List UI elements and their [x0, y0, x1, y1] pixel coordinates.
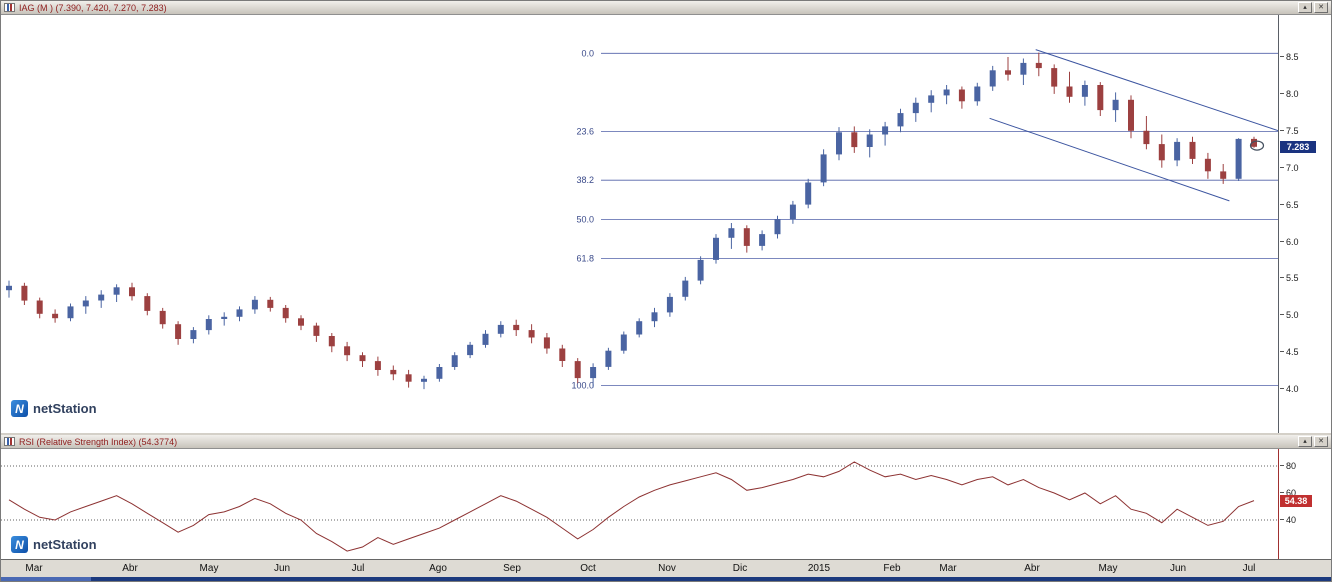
- last-price-tag: 7.283: [1280, 141, 1316, 153]
- horizontal-scrollbar[interactable]: [1, 577, 1331, 581]
- chart-icon: [4, 3, 15, 12]
- price-axis-label: 7.5: [1280, 125, 1299, 136]
- last-price-marker: [1249, 140, 1265, 151]
- price-axis-label: 6.0: [1280, 236, 1299, 247]
- netstation-logo: N netStation: [11, 400, 97, 417]
- fib-label: 0.0: [581, 48, 594, 58]
- fib-label: 61.8: [576, 254, 594, 264]
- price-chart-svg[interactable]: 0.0 23.6 38.2 50.0 61.8 100.0: [1, 15, 1279, 433]
- time-axis-label: Jul: [1242, 563, 1256, 574]
- time-axis-label: Mar: [939, 563, 957, 574]
- time-axis-label: Mar: [25, 563, 43, 574]
- fib-label: 38.2: [576, 175, 594, 185]
- time-axis-label: Sep: [503, 563, 521, 574]
- price-axis-label: 6.5: [1280, 199, 1299, 210]
- price-panel: IAG (M ) (7.390, 7.420, 7.270, 7.283) ▴ …: [1, 1, 1331, 433]
- time-axis-label: Abr: [1024, 563, 1040, 574]
- price-axis-label: 5.0: [1280, 310, 1299, 321]
- price-axis-label: 5.5: [1280, 273, 1299, 284]
- price-axis-label: 4.5: [1280, 347, 1299, 358]
- netstation-logo: N netStation: [11, 536, 97, 553]
- time-axis: Mar Abr May Jun Jul Ago Sep Oct Nov Dic 2015 Feb Mar…: [1, 559, 1331, 577]
- rsi-line: [8, 461, 1255, 552]
- rsi-axis-label: 80: [1279, 461, 1297, 471]
- time-axis-label: Ago: [429, 563, 447, 574]
- price-axis-label: 4.0: [1280, 384, 1299, 395]
- price-axis-label: 7.0: [1280, 162, 1299, 173]
- time-axis-label: Nov: [658, 563, 676, 574]
- rsi-chart-area: 80 60 40 54.38 N netStation: [1, 449, 1331, 559]
- rsi-panel-title: RSI (Relative Strength Index) (54.3774): [19, 436, 178, 447]
- time-axis-label: May: [1098, 563, 1118, 574]
- trend-line[interactable]: [989, 117, 1230, 202]
- time-axis-label: Jun: [1169, 563, 1187, 574]
- trend-line[interactable]: [1035, 49, 1279, 132]
- time-axis-label: Jun: [273, 563, 291, 574]
- fib-label: 23.6: [576, 127, 594, 137]
- time-axis-label: Abr: [122, 563, 138, 574]
- rsi-axis-label: 60: [1279, 488, 1297, 498]
- netstation-icon: N: [11, 400, 28, 417]
- fib-retracement: 0.0 23.6 38.2 50.0 61.8 100.0: [571, 48, 1278, 390]
- rsi-value-tag: 54.38: [1280, 495, 1312, 507]
- scrollbar-thumb[interactable]: [1, 577, 91, 581]
- close-button[interactable]: ✕: [1314, 2, 1328, 13]
- price-panel-title: IAG (M ) (7.390, 7.420, 7.270, 7.283): [19, 2, 167, 13]
- close-button[interactable]: ✕: [1314, 436, 1328, 447]
- price-axis-label: 8.0: [1280, 88, 1299, 99]
- price-y-axis: 8.5 8.0 7.5 7.0 6.5 6.0 5.5 5.0 4.5 4.0: [1279, 15, 1331, 433]
- time-axis-label: Oct: [580, 563, 596, 574]
- rsi-chart-svg[interactable]: [1, 449, 1279, 559]
- fib-label: 100.0: [571, 380, 594, 390]
- rsi-panel-titlebar[interactable]: RSI (Relative Strength Index) (54.3774) …: [1, 435, 1331, 449]
- panel-separator: [1, 433, 1331, 435]
- netstation-logo-text: netStation: [33, 537, 97, 552]
- price-axis-label: 8.5: [1280, 52, 1299, 62]
- time-axis-label: Feb: [883, 563, 901, 574]
- chart-icon: [4, 437, 15, 446]
- candles-series: [6, 52, 1257, 390]
- price-panel-titlebar[interactable]: IAG (M ) (7.390, 7.420, 7.270, 7.283) ▴ …: [1, 1, 1331, 15]
- fib-label: 50.0: [576, 214, 594, 224]
- time-axis-label: Jul: [351, 563, 365, 574]
- time-axis-label: May: [199, 563, 219, 574]
- netstation-icon: N: [11, 536, 28, 553]
- rsi-axis-label: 40: [1279, 515, 1297, 525]
- rsi-panel: RSI (Relative Strength Index) (54.3774) …: [1, 435, 1331, 559]
- time-axis-label: Dic: [732, 563, 748, 574]
- price-chart-area: 0.0 23.6 38.2 50.0 61.8 100.0 8.5 8.0 7.5 7.0 6.5…: [1, 15, 1331, 433]
- maximize-button[interactable]: ▴: [1298, 2, 1312, 13]
- time-axis-label: 2015: [807, 563, 831, 574]
- maximize-button[interactable]: ▴: [1298, 436, 1312, 447]
- netstation-logo-text: netStation: [33, 401, 97, 416]
